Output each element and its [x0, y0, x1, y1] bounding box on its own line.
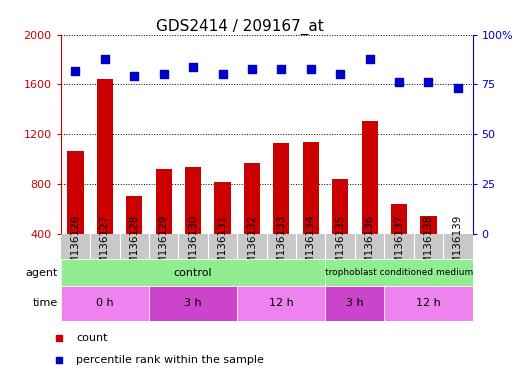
Text: 0 h: 0 h	[96, 298, 114, 308]
Bar	[68, 151, 83, 234]
Text: 3 h: 3 h	[184, 298, 202, 308]
Text: GSM136129: GSM136129	[159, 215, 168, 278]
Text: GSM136128: GSM136128	[129, 215, 139, 278]
Bar	[214, 182, 231, 234]
Bar	[332, 179, 348, 234]
Text: GDS2414 / 209167_at: GDS2414 / 209167_at	[156, 19, 324, 35]
Text: percentile rank within the sample: percentile rank within the sample	[76, 356, 264, 366]
Point	[248, 65, 256, 71]
Point	[71, 68, 80, 74]
Text: GSM136132: GSM136132	[247, 215, 257, 278]
Bar	[325, 286, 384, 321]
Point	[218, 71, 227, 78]
Bar	[61, 259, 325, 286]
Bar	[384, 286, 473, 321]
Text: GSM136139: GSM136139	[453, 215, 463, 278]
Text: count: count	[76, 333, 108, 343]
Point	[277, 65, 286, 71]
Point	[54, 335, 63, 341]
Point	[101, 55, 109, 61]
Point	[307, 65, 315, 71]
Bar	[303, 142, 319, 234]
Text: GSM136138: GSM136138	[423, 215, 433, 278]
Bar	[237, 286, 325, 321]
Text: GSM136135: GSM136135	[335, 215, 345, 278]
Text: trophoblast conditioned medium: trophoblast conditioned medium	[325, 268, 473, 277]
Bar	[274, 143, 289, 234]
Text: GSM136134: GSM136134	[306, 215, 316, 278]
Bar	[185, 167, 201, 234]
Bar	[97, 79, 113, 234]
Text: GSM136133: GSM136133	[276, 215, 286, 278]
Point	[159, 71, 168, 78]
Text: time: time	[33, 298, 58, 308]
Text: GSM136136: GSM136136	[365, 215, 374, 278]
Bar	[325, 259, 473, 286]
Text: GSM136127: GSM136127	[100, 215, 110, 278]
Bar	[420, 215, 437, 234]
Point	[189, 63, 197, 70]
Point	[336, 71, 344, 78]
Bar	[156, 169, 172, 234]
Point	[54, 358, 63, 364]
Text: 3 h: 3 h	[346, 298, 364, 308]
Text: GSM136131: GSM136131	[218, 215, 228, 278]
Bar	[362, 121, 378, 234]
Text: 12 h: 12 h	[269, 298, 294, 308]
Point	[365, 55, 374, 61]
Point	[424, 79, 432, 86]
Text: GSM136137: GSM136137	[394, 215, 404, 278]
Point	[130, 73, 138, 79]
Point	[454, 85, 462, 91]
Text: control: control	[174, 268, 212, 278]
Point	[395, 79, 403, 86]
Text: GSM136126: GSM136126	[70, 215, 80, 278]
Bar	[61, 286, 149, 321]
Bar	[149, 286, 237, 321]
Bar	[391, 204, 407, 234]
Text: agent: agent	[25, 268, 58, 278]
Bar	[126, 195, 143, 234]
Text: 12 h: 12 h	[416, 298, 441, 308]
Text: GSM136130: GSM136130	[188, 215, 198, 278]
Bar	[244, 163, 260, 234]
